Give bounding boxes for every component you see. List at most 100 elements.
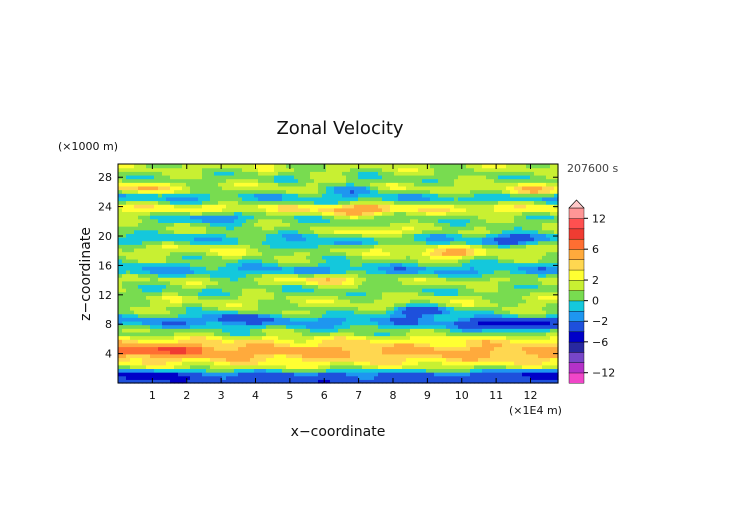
field-cell [174, 174, 179, 180]
field-cell [222, 229, 227, 234]
field-cell [158, 189, 163, 194]
field-cell [346, 233, 351, 238]
field-cell [282, 372, 287, 377]
field-cell [414, 372, 419, 377]
field-cell [118, 324, 123, 329]
field-cell [178, 364, 183, 369]
field-cell [230, 215, 235, 220]
field-cell [442, 189, 447, 194]
field-cell [118, 291, 123, 296]
field-cell [158, 247, 163, 253]
field-cell [398, 302, 403, 307]
field-cell [174, 218, 179, 223]
field-cell [430, 295, 435, 300]
field-cell [186, 251, 191, 256]
field-cell [254, 313, 259, 318]
field-cell [434, 229, 439, 234]
field-cell [442, 375, 447, 380]
field-cell [334, 164, 339, 169]
field-cell [402, 324, 407, 329]
field-cell [330, 266, 335, 271]
field-cell [406, 200, 411, 205]
field-cell [346, 215, 351, 220]
field-cell [198, 299, 203, 304]
field-cell [178, 262, 183, 267]
field-cell [226, 302, 231, 307]
field-cell [234, 317, 239, 322]
field-cell [322, 167, 327, 172]
field-cell [418, 372, 423, 377]
field-cell [246, 167, 251, 172]
field-cell [238, 310, 243, 315]
field-cell [338, 211, 343, 216]
field-cell [342, 375, 347, 380]
field-cell [438, 222, 443, 227]
field-cell [418, 335, 423, 340]
field-cell [270, 357, 275, 362]
field-cell [142, 328, 147, 333]
field-cell [310, 226, 315, 231]
field-cell [134, 174, 139, 180]
field-cell [318, 211, 323, 216]
field-cell [278, 306, 283, 311]
field-cell [274, 171, 279, 176]
field-cell [178, 189, 183, 194]
field-cell [362, 178, 367, 183]
field-cell [374, 328, 379, 333]
field-cell [302, 310, 307, 315]
field-cell [418, 284, 423, 289]
field-cell [346, 211, 351, 216]
field-cell [250, 357, 255, 362]
field-cell [146, 310, 151, 315]
field-cell [342, 372, 347, 377]
field-cell [166, 185, 171, 191]
field-cell [446, 306, 451, 311]
field-cell [130, 273, 135, 278]
field-cell [222, 244, 227, 249]
field-cell [214, 222, 219, 227]
field-cell [294, 328, 299, 333]
field-cell [262, 331, 267, 337]
field-cell [118, 320, 123, 326]
field-cell [122, 240, 127, 245]
field-cell [166, 375, 171, 380]
field-cell [346, 335, 351, 340]
field-cell [118, 269, 123, 275]
field-cell [262, 193, 267, 198]
field-cell [294, 211, 299, 216]
field-cell [226, 342, 231, 348]
field-cell [258, 237, 263, 242]
field-cell [430, 277, 435, 282]
field-cell [326, 313, 331, 318]
field-cell [258, 302, 263, 307]
field-cell [374, 164, 379, 169]
field-cell [422, 229, 427, 234]
field-cell [362, 364, 367, 369]
field-cell [282, 164, 287, 169]
field-cell [406, 342, 411, 348]
field-cell [214, 372, 219, 377]
field-cell [246, 178, 251, 183]
field-cell [282, 269, 287, 275]
field-cell [158, 237, 163, 242]
field-cell [362, 269, 367, 275]
field-cell [122, 226, 127, 231]
field-cell [346, 346, 351, 351]
field-cell [298, 244, 303, 249]
field-cell [322, 233, 327, 238]
field-cell [150, 240, 155, 245]
field-cell [190, 233, 195, 238]
field-cell [166, 222, 171, 227]
field-cell [354, 218, 359, 223]
field-cell [162, 310, 167, 315]
field-cell [418, 237, 423, 242]
field-cell [258, 295, 263, 300]
field-cell [366, 200, 371, 205]
field-cell [142, 233, 147, 238]
field-cell [418, 233, 423, 238]
field-cell [338, 335, 343, 340]
field-cell [402, 284, 407, 289]
field-cell [326, 295, 331, 300]
field-cell [138, 178, 143, 183]
field-cell [178, 200, 183, 205]
